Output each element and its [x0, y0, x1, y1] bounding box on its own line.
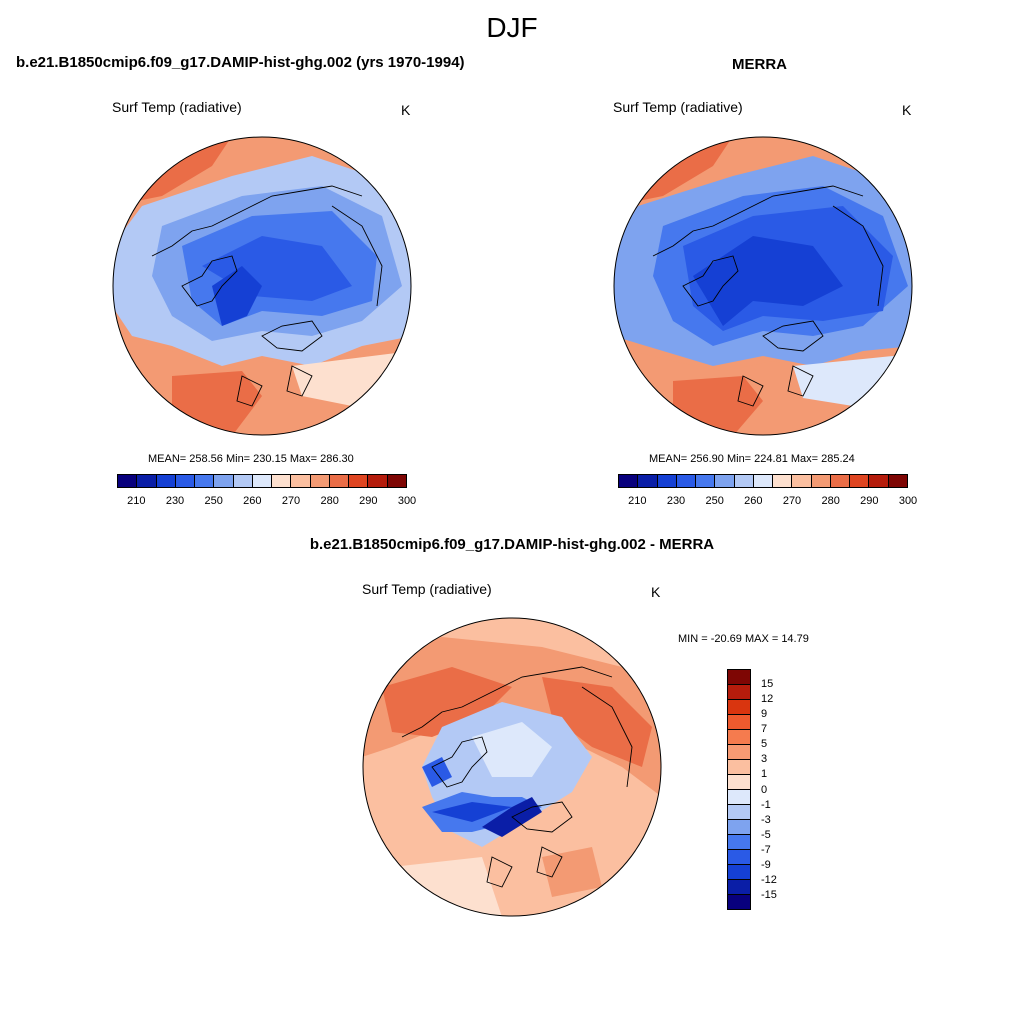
diff-colorbar [727, 669, 751, 910]
colorbar-tick-label: 210 [628, 495, 647, 507]
colorbar-tick-label: 7 [761, 723, 768, 736]
colorbar-tick-label: -1 [761, 798, 771, 811]
model-stats: MEAN= 258.56 Min= 230.15 Max= 286.30 [148, 453, 354, 465]
colorbar-tick-label: 210 [127, 495, 146, 507]
obs-variable-label: Surf Temp (radiative) [613, 99, 743, 115]
colorbar-tick-label: 270 [281, 495, 301, 507]
colorbar-swatch [638, 475, 658, 487]
colorbar-tick-label: -3 [761, 813, 771, 826]
colorbar-swatch [888, 475, 907, 487]
colorbar-tick-label: -15 [761, 888, 777, 901]
colorbar-swatch [291, 475, 311, 487]
colorbar-tick-label: 280 [821, 495, 840, 507]
colorbar-swatch [850, 475, 870, 487]
colorbar-tick-label: 260 [744, 495, 763, 507]
colorbar-tick-label: 260 [243, 495, 262, 507]
diff-colorbar-ticks: 15 12 9 7 5 3 1 0 -1 -3 -5 -7 -9 -12 -15 [761, 669, 801, 910]
colorbar-swatch [349, 475, 369, 487]
figure-title: DJF [486, 12, 538, 43]
colorbar-swatch [696, 475, 716, 487]
colorbar-tick-label: 270 [782, 495, 802, 507]
model-colorbar [117, 474, 407, 488]
colorbar-swatch [811, 475, 831, 487]
colorbar-swatch [728, 790, 750, 805]
colorbar-swatch [252, 475, 273, 487]
colorbar-tick-label: 9 [761, 708, 768, 721]
colorbar-swatch [118, 475, 138, 487]
colorbar-swatch [728, 760, 750, 775]
colorbar-swatch [728, 865, 750, 880]
colorbar-swatch [773, 475, 793, 487]
colorbar-swatch [728, 670, 750, 685]
obs-panel-title: MERRA [732, 56, 787, 73]
colorbar-tick-label: -5 [761, 828, 771, 841]
colorbar-swatch [156, 475, 176, 487]
colorbar-swatch [734, 475, 754, 487]
colorbar-swatch [728, 730, 750, 745]
obs-units-label: K [902, 102, 912, 118]
colorbar-swatch [728, 880, 750, 895]
colorbar-tick-label: 280 [320, 495, 339, 507]
colorbar-tick-label: 250 [705, 495, 724, 507]
colorbar-swatch [214, 475, 234, 487]
obs-polar-map [613, 136, 913, 436]
model-panel-title: b.e21.B1850cmip6.f09_g17.DAMIP-hist-ghg.… [16, 54, 465, 71]
colorbar-tick-label: 250 [204, 495, 223, 507]
colorbar-swatch [728, 700, 750, 715]
colorbar-swatch [233, 475, 253, 487]
colorbar-swatch [195, 475, 215, 487]
colorbar-swatch [728, 805, 750, 820]
colorbar-tick-label: 300 [397, 495, 417, 507]
colorbar-swatch [869, 475, 889, 487]
colorbar-swatch [310, 475, 330, 487]
colorbar-tick-label: 0 [761, 783, 768, 796]
colorbar-swatch [387, 475, 406, 487]
colorbar-swatch [368, 475, 388, 487]
colorbar-swatch [728, 775, 750, 790]
colorbar-swatch [728, 745, 750, 760]
model-variable-label: Surf Temp (radiative) [112, 99, 242, 115]
colorbar-tick-label: -7 [761, 843, 771, 856]
colorbar-tick-label: 12 [761, 693, 774, 706]
model-units-label: K [401, 102, 411, 118]
colorbar-tick-label: 15 [761, 678, 774, 691]
colorbar-tick-label: 5 [761, 738, 768, 751]
colorbar-tick-label: 300 [898, 495, 918, 507]
colorbar-swatch [619, 475, 639, 487]
colorbar-swatch [676, 475, 697, 487]
colorbar-swatch [137, 475, 157, 487]
colorbar-swatch [830, 475, 851, 487]
diff-units-label: K [651, 584, 661, 600]
diff-variable-label: Surf Temp (radiative) [362, 581, 492, 597]
colorbar-tick-label: -12 [761, 873, 777, 886]
colorbar-tick-label: 230 [165, 495, 185, 507]
colorbar-swatch [728, 895, 750, 909]
colorbar-swatch [792, 475, 812, 487]
colorbar-swatch [657, 475, 677, 487]
colorbar-tick-label: 290 [860, 495, 879, 507]
colorbar-swatch [272, 475, 292, 487]
colorbar-tick-label: -9 [761, 858, 771, 871]
colorbar-swatch [753, 475, 774, 487]
model-polar-map [112, 136, 412, 436]
colorbar-swatch [728, 835, 750, 850]
colorbar-swatch [329, 475, 350, 487]
colorbar-tick-label: 1 [761, 768, 768, 781]
diff-stats: MIN = -20.69 MAX = 14.79 [678, 633, 809, 645]
obs-colorbar [618, 474, 908, 488]
colorbar-swatch [728, 685, 750, 700]
colorbar-tick-label: 230 [666, 495, 686, 507]
colorbar-swatch [728, 820, 750, 835]
obs-stats: MEAN= 256.90 Min= 224.81 Max= 285.24 [649, 453, 855, 465]
colorbar-swatch [175, 475, 196, 487]
colorbar-tick-label: 3 [761, 753, 768, 766]
colorbar-swatch [728, 715, 750, 730]
diff-polar-map [362, 617, 662, 917]
diff-panel-title: b.e21.B1850cmip6.f09_g17.DAMIP-hist-ghg.… [309, 536, 715, 553]
colorbar-swatch [728, 850, 750, 865]
colorbar-swatch [715, 475, 735, 487]
colorbar-tick-label: 290 [359, 495, 378, 507]
